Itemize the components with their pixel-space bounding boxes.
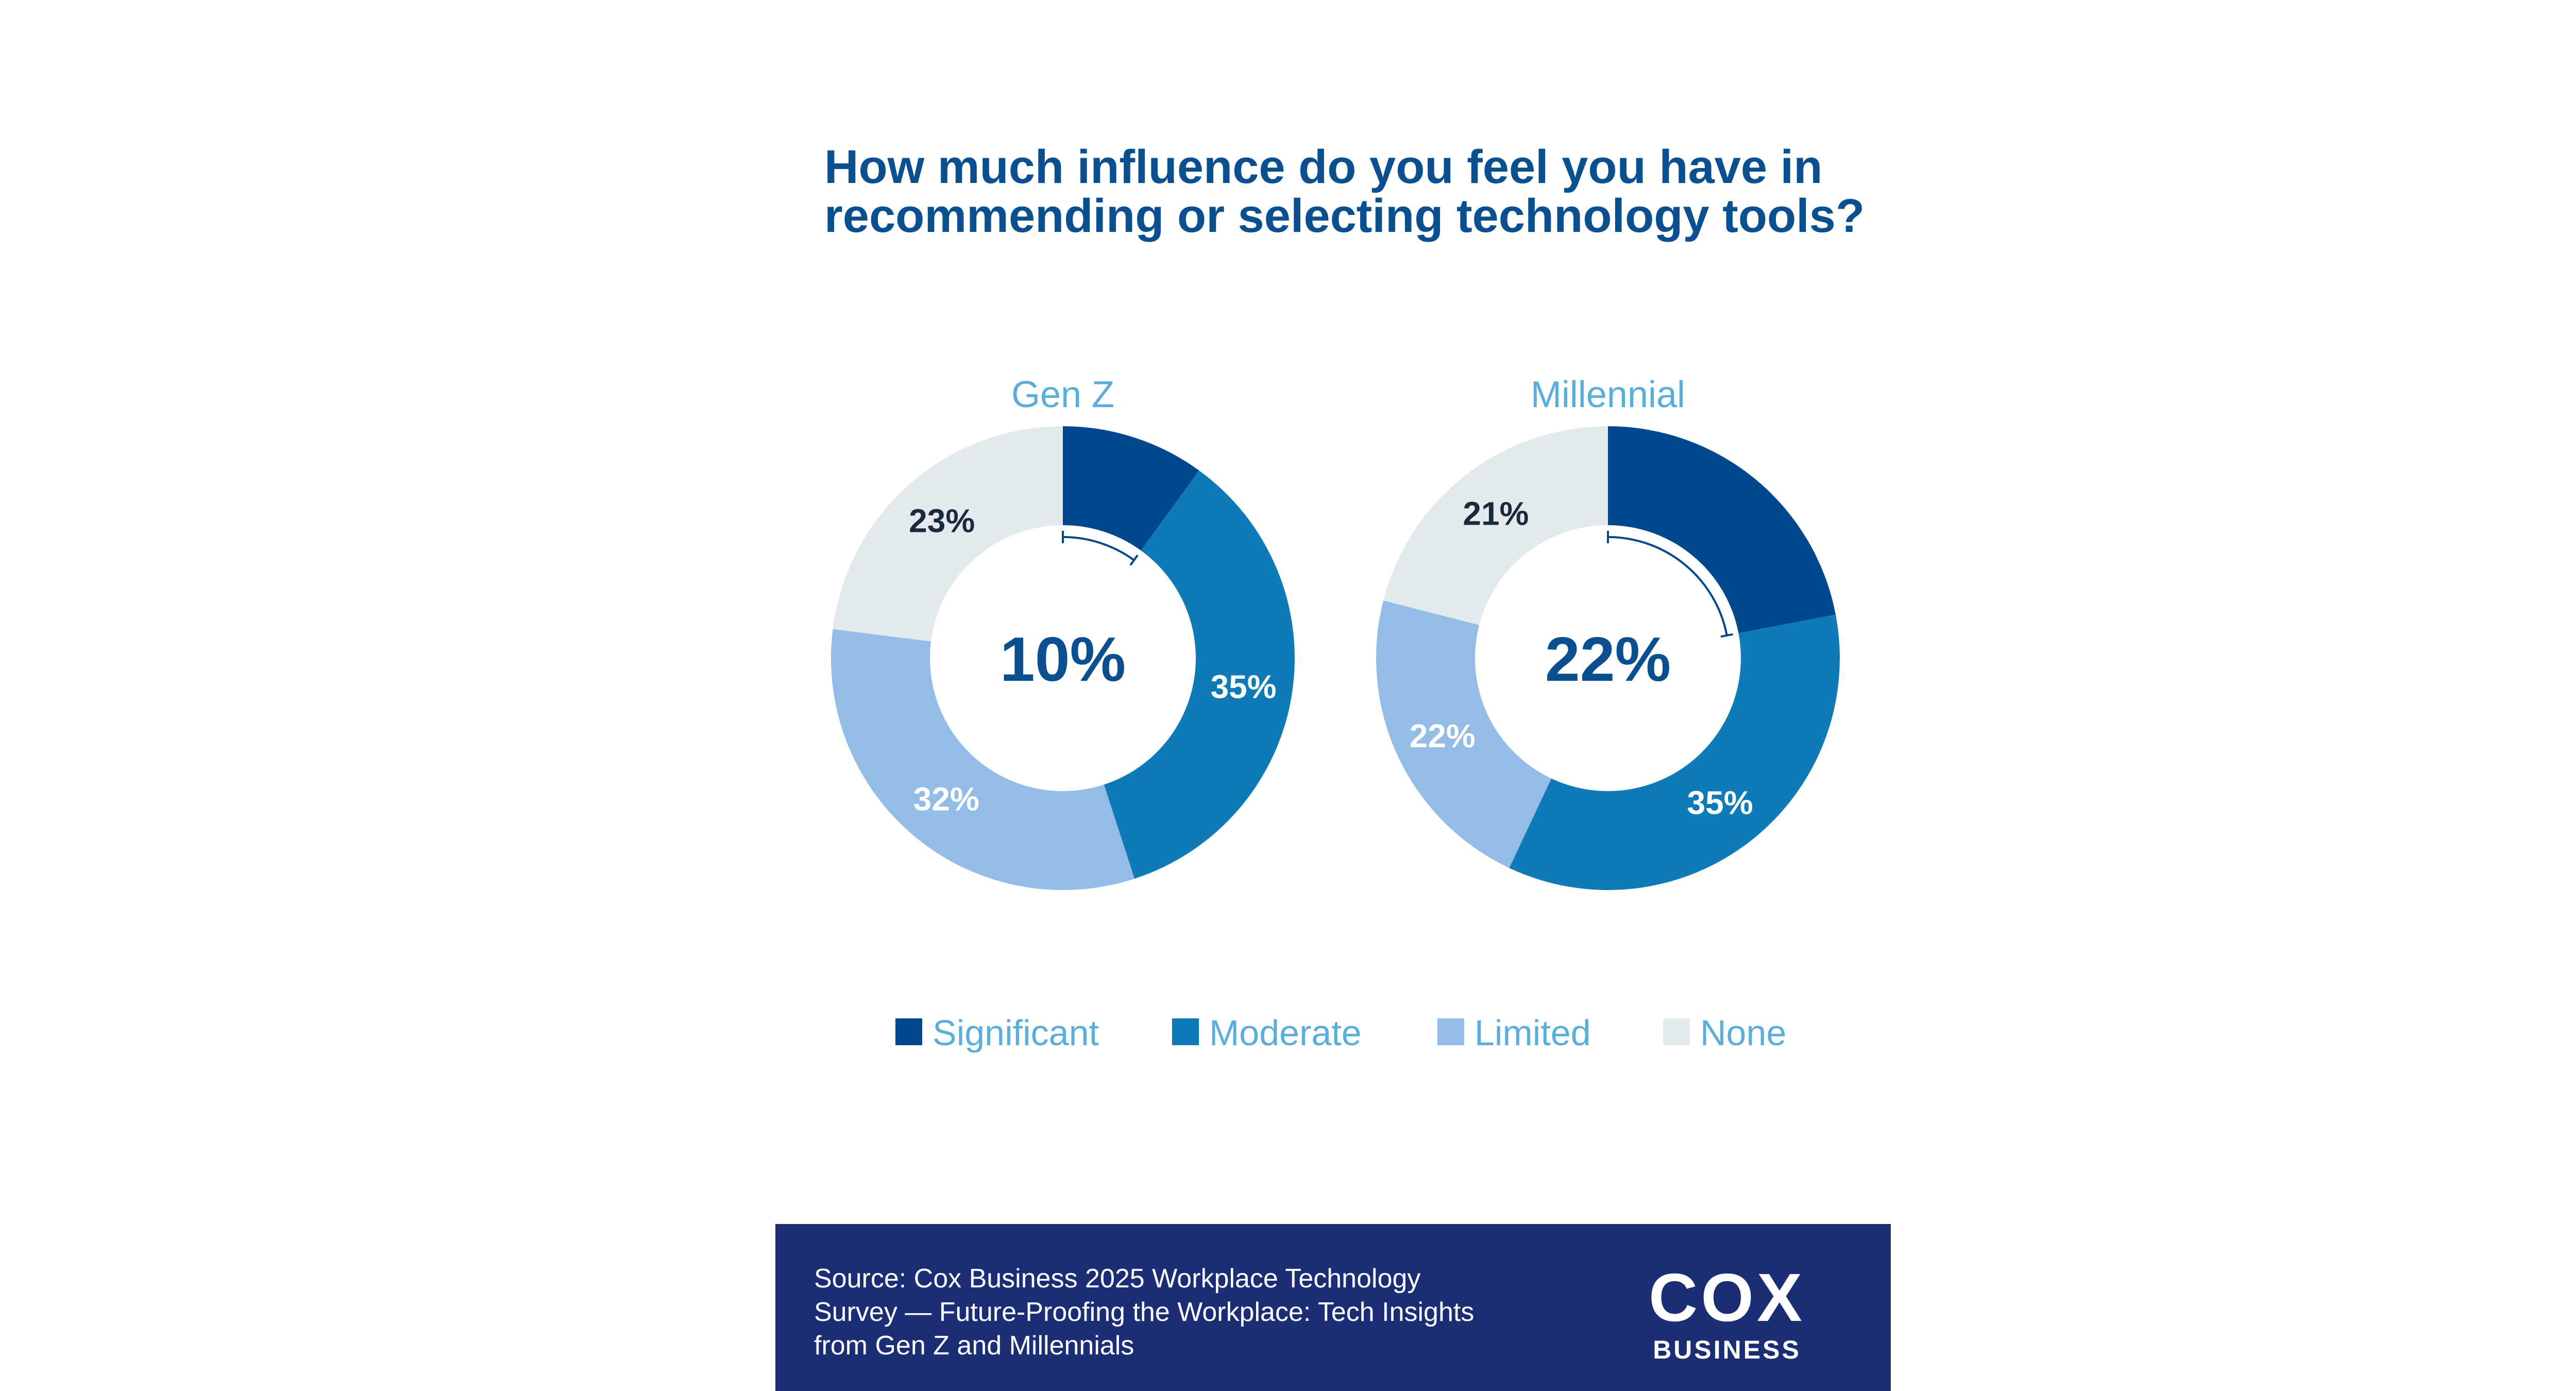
legend-item-moderate: Moderate <box>1172 1013 1362 1053</box>
source-line-1: Source: Cox Business 2025 Workplace Tech… <box>814 1264 1420 1294</box>
chart-title-line-2: recommending or selecting technology too… <box>824 190 1865 242</box>
legend-item-significant: Significant <box>895 1013 1099 1053</box>
slice-label-millennial-none: 21% <box>1463 495 1529 532</box>
slice-gen-z-significant <box>1063 426 1199 551</box>
legend: Significant Moderate Limited None <box>895 1013 1786 1053</box>
slice-label-gen-z-limited: 32% <box>913 781 979 818</box>
cox-logo-subtitle: BUSINESS <box>1653 1335 1801 1364</box>
source-line-3: from Gen Z and Millennials <box>814 1331 1134 1361</box>
source-line-2: Survey — Future-Proofing the Workplace: … <box>814 1297 1474 1327</box>
legend-swatch-limited <box>1437 1018 1464 1045</box>
slice-gen-z-limited <box>831 629 1135 891</box>
slice-millennial-significant <box>1608 426 1836 633</box>
chart-name-millennial: Millennial <box>1531 374 1685 415</box>
legend-label-limited: Limited <box>1475 1013 1591 1053</box>
center-value-millennial: 22% <box>1545 624 1671 694</box>
callout-tick-end-millennial <box>1720 633 1733 638</box>
legend-label-moderate: Moderate <box>1209 1013 1362 1053</box>
slice-label-gen-z-moderate: 35% <box>1211 668 1277 706</box>
center-value-gen-z: 10% <box>1000 624 1126 694</box>
legend-label-none: None <box>1700 1013 1786 1053</box>
slice-millennial-none <box>1383 426 1608 625</box>
source-footer: Source: Cox Business 2025 Workplace Tech… <box>775 1224 1891 1391</box>
legend-swatch-moderate <box>1172 1018 1199 1045</box>
chart-title: How much influence do you feel you have … <box>824 141 1865 242</box>
slice-label-millennial-moderate: 35% <box>1687 784 1753 822</box>
slice-label-gen-z-none: 23% <box>909 502 975 540</box>
footer-background <box>775 1224 1891 1391</box>
cox-logo: COX <box>1649 1260 1805 1335</box>
slice-label-millennial-limited: 22% <box>1410 717 1476 755</box>
donut-gen-z: Gen Z 35% 32% 23% 10% <box>831 374 1295 891</box>
legend-swatch-none <box>1663 1018 1690 1045</box>
chart-name-gen-z: Gen Z <box>1011 374 1114 415</box>
legend-item-limited: Limited <box>1437 1013 1591 1053</box>
callout-arc-millennial <box>1607 536 1728 636</box>
legend-swatch-significant <box>895 1018 922 1045</box>
chart-title-line-1: How much influence do you feel you have … <box>824 141 1822 193</box>
callout-arc-gen-z <box>1062 536 1135 561</box>
slice-millennial-limited <box>1376 600 1552 868</box>
donut-millennial: Millennial 35% 22% 21% 22% <box>1376 374 1840 890</box>
legend-label-significant: Significant <box>933 1013 1099 1053</box>
slice-millennial-moderate <box>1509 614 1840 890</box>
slice-gen-z-none <box>833 426 1063 642</box>
legend-item-none: None <box>1663 1013 1786 1053</box>
callout-tick-end-gen-z <box>1129 554 1139 566</box>
slice-gen-z-moderate <box>1104 470 1295 879</box>
donut-charts: Gen Z 35% 32% 23% 10% Millennial 35% 22% 21% 22% <box>831 374 1840 891</box>
